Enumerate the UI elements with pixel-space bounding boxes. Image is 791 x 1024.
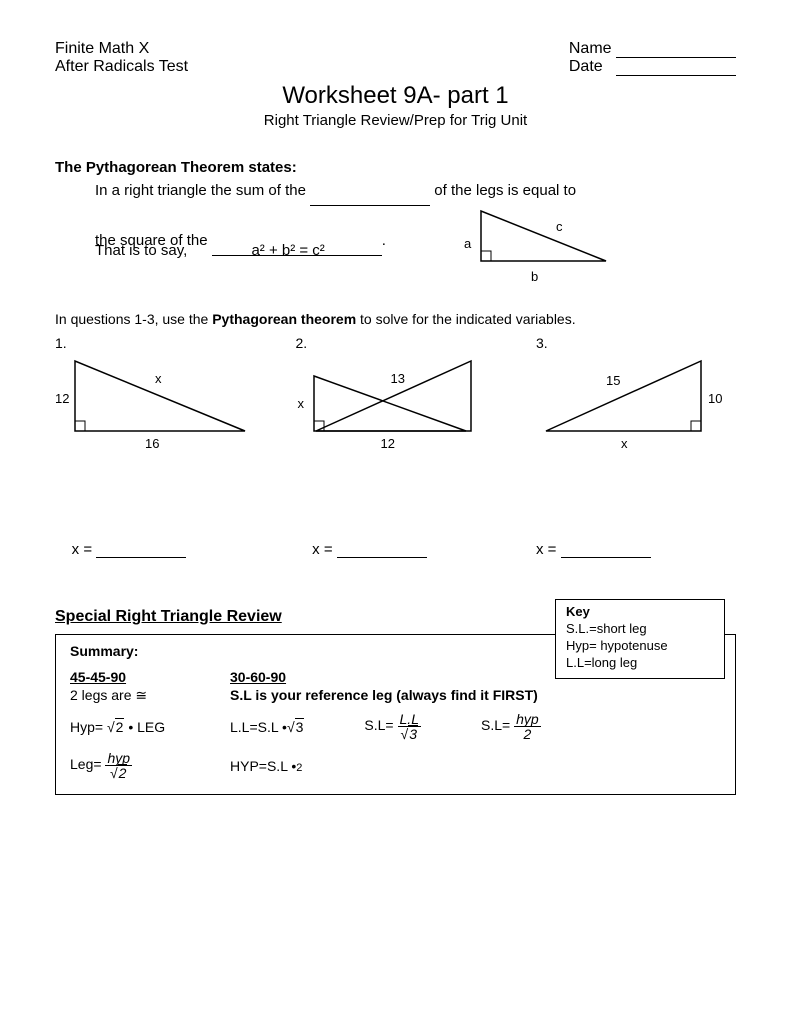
hyp-num2: hyp	[514, 712, 541, 727]
name-label: Name	[569, 40, 612, 57]
date-label: Date	[569, 58, 603, 75]
theorem-section: The Pythagorean Theorem states: In a rig…	[55, 159, 736, 266]
ans3-blank[interactable]	[561, 557, 651, 558]
hyp-sl: HYP=S.L •	[230, 758, 296, 774]
q3-right: 10	[708, 391, 722, 406]
worksheet-subtitle: Right Triangle Review/Prep for Trig Unit	[55, 112, 736, 129]
answers-row: x = x = x =	[55, 541, 736, 558]
questions-instruction: In questions 1-3, use the Pythagorean th…	[55, 311, 736, 327]
ans2-blank[interactable]	[337, 557, 427, 558]
q3-triangle	[536, 351, 736, 451]
q3-bottom: x	[621, 436, 628, 451]
theorem-period: .	[382, 232, 386, 249]
q2-num: 2.	[296, 335, 537, 351]
sl-eq1: S.L=	[364, 717, 397, 733]
hyp-sl-val: 2	[296, 762, 302, 774]
q1-num: 1.	[55, 335, 296, 351]
ans2-label: x =	[312, 541, 332, 558]
den-2: 2	[514, 727, 541, 741]
q3-hyp: 15	[606, 373, 620, 388]
legs-are: 2 legs are ≅	[70, 687, 200, 704]
ans3-label: x =	[536, 541, 556, 558]
header-row: Finite Math X After Radicals Test Name D…	[55, 40, 736, 76]
q1-left: 12	[55, 391, 69, 406]
course-subtitle: After Radicals Test	[55, 58, 188, 76]
question-1: 1. 12 x 16	[55, 335, 296, 451]
hyp-eq: Hyp=	[70, 719, 107, 735]
q2-left: x	[298, 396, 305, 411]
key-l1: S.L.=short leg	[566, 621, 714, 638]
theorem-line1b: of the legs is equal to	[434, 182, 576, 199]
q2-top: 13	[391, 371, 405, 386]
ll-eq: L.L=S.L •	[230, 719, 287, 735]
ans1-label: x =	[72, 541, 92, 558]
theorem-formula: a² + b² = c²	[251, 236, 324, 266]
q2-bottom: 12	[381, 436, 395, 451]
worksheet-title: Worksheet 9A- part 1	[55, 82, 736, 110]
special-section: Special Right Triangle Review Key S.L.=s…	[55, 608, 736, 795]
theorem-line1a: In a right triangle the sum of the	[95, 182, 306, 199]
questions-row: 1. 12 x 16 2.	[55, 335, 736, 451]
key-box: Key S.L.=short leg Hyp= hypotenuse L.L=l…	[555, 599, 725, 679]
dot-leg: • LEG	[124, 719, 165, 735]
h454590: 45-45-90	[70, 669, 200, 685]
leg-eq: Leg=	[70, 756, 105, 772]
theorem-line3a: That is to say,	[95, 242, 187, 259]
tri-label-c: c	[556, 214, 563, 240]
ans1-blank[interactable]	[96, 557, 186, 558]
tri-label-a: a	[464, 231, 471, 257]
question-3: 3. 15 10 x	[536, 335, 736, 451]
sl-eq2: S.L=	[481, 717, 514, 733]
sqrt2-b: 2	[118, 764, 128, 781]
theorem-heading: The Pythagorean Theorem states:	[55, 159, 736, 176]
sl-ref: S.L is your reference leg (always find i…	[230, 687, 721, 704]
key-l2: Hyp= hypotenuse	[566, 638, 714, 655]
key-l3: L.L=long leg	[566, 655, 714, 672]
sqrt2-a: 2	[115, 718, 125, 735]
q1-bottom: 16	[145, 436, 159, 451]
sqrt3-b: 3	[408, 725, 418, 742]
summary-box: Key S.L.=short leg Hyp= hypotenuse L.L=l…	[55, 634, 736, 795]
theorem-blank1[interactable]	[310, 205, 430, 206]
date-blank[interactable]	[616, 75, 736, 76]
sqrt3-a: 3	[295, 718, 305, 735]
course-name: Finite Math X	[55, 40, 188, 58]
theorem-triangle	[476, 206, 616, 276]
question-2: 2.	[296, 335, 537, 451]
tri-label-b: b	[531, 264, 538, 290]
q3-num: 3.	[536, 335, 736, 351]
q1-top: x	[155, 371, 162, 386]
key-title: Key	[566, 604, 714, 621]
